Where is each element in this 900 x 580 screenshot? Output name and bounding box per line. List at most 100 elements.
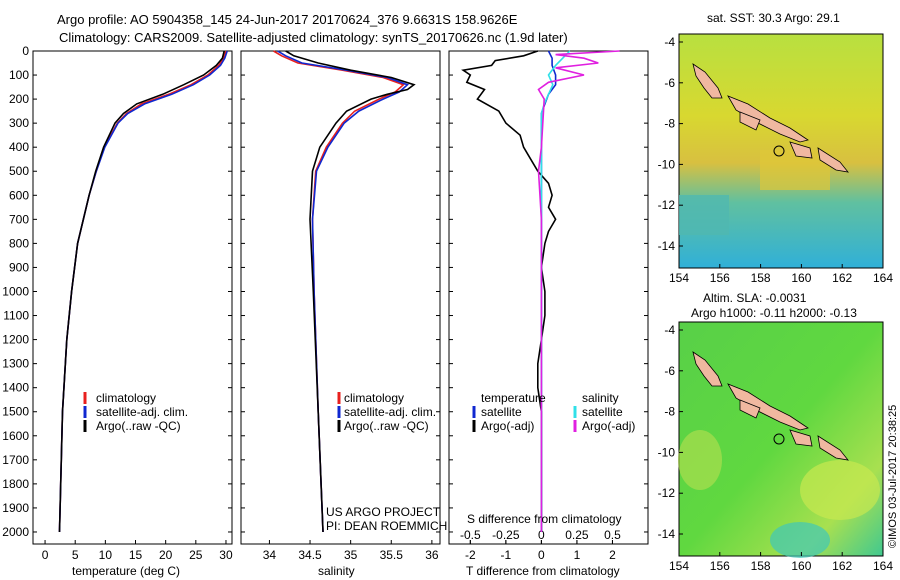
s-diff-axis-label: S difference from climatology (467, 512, 622, 526)
depth-tick-label: 300 (9, 116, 29, 130)
temperature-tick-label: 25 (189, 548, 203, 562)
t-diff-tick-label: -1 (501, 548, 512, 562)
lon-tick-label: 164 (873, 559, 893, 573)
lon-tick-label: 164 (873, 271, 893, 285)
salinity-plot-frame (240, 50, 441, 545)
sla-high-patch-2 (678, 430, 722, 490)
legend-label-climatology: climatology (96, 391, 156, 405)
legend-label-satellite: satellite-adj. clim. (96, 405, 188, 419)
lon-tick-label: 154 (669, 271, 689, 285)
argo-location-marker (773, 433, 785, 445)
salinity-legend: climatology satellite-adj. clim. Argo(..… (337, 391, 436, 433)
series-line-satellite-adj-clim- (58, 50, 228, 533)
lon-tick-label: 156 (710, 559, 730, 573)
temperature-tick-label: 30 (219, 548, 233, 562)
s-diff-tick-label: 0.5 (604, 528, 621, 542)
credit-label: ©IMOS 03-Jul-2017 20:38:25 (887, 405, 899, 548)
depth-tick-label: 1000 (2, 284, 29, 298)
island-chain-3 (739, 111, 761, 131)
legend-label-climatology: climatology (344, 391, 404, 405)
lon-tick-label: 162 (832, 559, 852, 573)
salinity-tick-label: 34 (263, 548, 277, 562)
depth-tick-label: 600 (9, 188, 29, 202)
lon-tick-label: 156 (710, 271, 730, 285)
temperature-tick-label: 0 (42, 548, 49, 562)
salinity-tick-label: 34.5 (298, 548, 322, 562)
legend-label-satellite: satellite-adj. clim. (344, 405, 436, 419)
temperature-plot-frame (32, 50, 233, 545)
legend-label-t-argo: Argo(-adj) (481, 419, 534, 433)
salinity-tick-label: 36 (425, 548, 439, 562)
depth-tick-label: 900 (9, 260, 29, 274)
sla-map-title-2: Argo h1000: -0.11 h2000: -0.13 (691, 306, 857, 320)
legend-label-t-satellite: satellite (481, 405, 522, 419)
t-diff-tick-label: 1 (574, 548, 581, 562)
sst-warm-patch (760, 150, 830, 190)
s-diff-tick-label: -0.25 (492, 528, 520, 542)
lat-tick-label: -14 (658, 239, 676, 253)
lat-tick-label: -12 (658, 486, 676, 500)
s-diff-tick-label: -0.5 (460, 528, 481, 542)
t-diff-tick-label: 0 (538, 548, 545, 562)
temperature-tick-label: 15 (129, 548, 143, 562)
depth-tick-label: 1500 (2, 405, 29, 419)
lon-tick-label: 162 (832, 271, 852, 285)
sst-map-title: sat. SST: 30.3 Argo: 29.1 (707, 11, 840, 25)
lon-tick-label: 154 (669, 559, 689, 573)
depth-tick-label: 800 (9, 236, 29, 250)
depth-tick-label: 2000 (2, 525, 29, 539)
depth-tick-label: 1400 (2, 381, 29, 395)
legend-label-argo: Argo(..raw -QC) (344, 419, 429, 433)
sst-cool-patch (679, 195, 729, 235)
temperature-tick-label: 5 (72, 548, 79, 562)
legend-label-s-argo: Argo(-adj) (582, 419, 635, 433)
temperature-axis-label: temperature (deg C) (72, 564, 180, 578)
lat-tick-label: -10 (658, 445, 676, 459)
s-diff-tick-label: 0 (538, 528, 545, 542)
legend-label-argo: Argo(..raw -QC) (96, 419, 181, 433)
lat-tick-label: -6 (664, 364, 675, 378)
island-chain-1 (692, 63, 723, 99)
lat-tick-label: -8 (664, 117, 675, 131)
sla-map (678, 321, 884, 558)
island-chain-5 (817, 147, 849, 173)
depth-tick-label: 0 (22, 44, 29, 58)
salinity-tick-label: 35 (344, 548, 358, 562)
salinity-axis-label: salinity (318, 564, 355, 578)
sst-map (678, 33, 884, 269)
legend-title-temperature: temperature (481, 391, 546, 405)
lon-tick-label: 158 (751, 559, 771, 573)
t-diff-tick-label: 2 (609, 548, 616, 562)
series-line-argo-raw-qc- (58, 50, 225, 533)
series-line-argo-raw-qc- (285, 50, 416, 533)
s-diff-tick-label: 0.25 (565, 528, 589, 542)
depth-tick-label: 100 (9, 68, 29, 82)
depth-tick-label: 1300 (2, 357, 29, 371)
island-chain-1 (692, 351, 723, 387)
temperature-tick-label: 20 (159, 548, 173, 562)
lon-tick-label: 160 (791, 271, 811, 285)
depth-tick-label: 1700 (2, 453, 29, 467)
sla-high-patch (800, 460, 880, 520)
header-line-1: Argo profile: AO 5904358_145 24-Jun-2017… (57, 12, 518, 27)
t-diff-axis-label: T difference from climatology (466, 564, 620, 578)
depth-tick-label: 1800 (2, 477, 29, 491)
difference-plot-frame (448, 50, 649, 545)
sst-map-axes: -4 -6 -8 -10 -12 -14 154 156 158 160 162 164 (658, 35, 894, 285)
island-chain-4 (789, 141, 813, 159)
lat-tick-label: -12 (658, 198, 676, 212)
header-line-2: Climatology: CARS2009. Satellite-adjuste… (59, 30, 568, 45)
difference-legend: temperature satellite Argo(-adj) salinit… (472, 391, 635, 433)
series-line-salinity-argo-adj- (537, 50, 620, 532)
series-line-temperature-argo-adj- (461, 50, 557, 532)
island-chain-5 (817, 435, 849, 461)
depth-tick-label: 700 (9, 212, 29, 226)
sla-low-patch (770, 522, 830, 558)
legend-label-s-satellite: satellite (582, 405, 623, 419)
series-line-satellite-adj-clim- (277, 50, 410, 533)
temperature-tick-label: 10 (99, 548, 113, 562)
legend-title-salinity: salinity (582, 391, 619, 405)
lat-tick-label: -4 (664, 323, 675, 337)
depth-tick-label: 1900 (2, 501, 29, 515)
depth-tick-label: 1600 (2, 429, 29, 443)
